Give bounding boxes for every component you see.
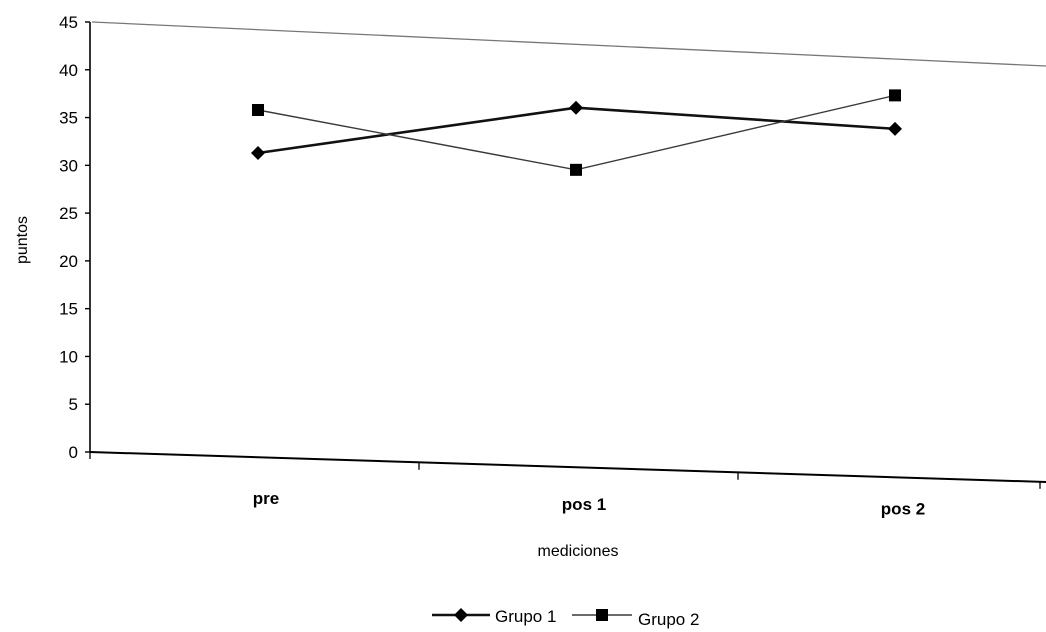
x-axis-ticks: pre pos 1 pos 2 [89,452,1041,519]
grupo-2-point [252,104,264,116]
y-tick-label: 30 [59,156,78,175]
series-layer [251,89,902,176]
grupo-1-point [888,121,902,136]
y-tick-label: 35 [59,109,78,128]
x-axis-line [89,451,1046,483]
legend-label: Grupo 1 [495,607,556,626]
legend-square-marker [596,609,608,621]
plot-top-border [91,21,1046,67]
grupo-1-point [251,146,265,160]
grupo-2-point [570,163,582,176]
y-tick-label: 20 [59,252,78,271]
x-tick-label: pre [253,489,279,508]
grupo-1-point [569,100,583,115]
y-tick-label: 15 [59,300,78,319]
legend-label: Grupo 2 [638,610,699,629]
x-tick-label: pos 1 [562,495,606,514]
y-tick-label: 10 [59,347,78,366]
series-line-1 [257,106,896,155]
legend: Grupo 1 Grupo 2 [432,607,699,629]
x-tick-label: pos 2 [881,500,925,519]
y-tick-label: 40 [59,61,78,80]
grupo-2-point [889,89,901,102]
y-tick-label: 25 [59,204,78,223]
y-tick-label: 45 [59,13,78,32]
x-axis-title: mediciones [538,543,619,560]
y-axis-ticks: 0 5 10 15 20 25 30 35 40 45 [59,13,90,462]
legend-diamond-marker [454,608,468,622]
y-tick-label: 5 [69,395,78,414]
y-axis-title: puntos [14,216,31,264]
y-tick-label: 0 [69,443,78,462]
